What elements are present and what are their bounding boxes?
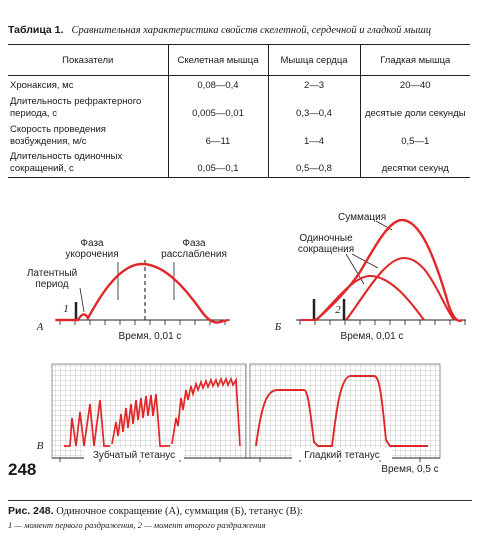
cell-cardiac: 0,5—0,8: [267, 149, 360, 178]
comparison-table: Показатели Скелетная мышца Мышца сердца …: [8, 44, 470, 178]
cell-cardiac: 1—4: [267, 121, 360, 150]
label-stimulus-2: 2: [335, 304, 341, 316]
caption-text: Одиночное сокращение (А), суммация (Б), …: [53, 506, 303, 517]
label-single-2: сокращения: [298, 244, 354, 255]
table-row: Хронаксия, мс 0,08—0,4 2—3 20—40: [8, 75, 470, 94]
label-phase-relaxation-2: расслабления: [161, 248, 227, 260]
page-number: 248: [8, 460, 37, 479]
label-single-1: Одиночные: [299, 233, 353, 244]
cell-skeletal: 0,05—0,1: [167, 149, 268, 178]
panel-a-ticks: [59, 320, 226, 325]
header-smooth: Гладкая мышца: [359, 44, 470, 76]
label-latent-1: Латентный: [27, 268, 77, 279]
panel-b-letter: Б: [274, 321, 282, 333]
label-phase-relaxation-1: Фаза: [182, 238, 206, 249]
label-dentate-tetanus: Зубчатый тетанус: [93, 449, 175, 461]
smooth-tetanus-curve: [255, 375, 428, 447]
panel-b: Суммация Одиночные сокращения 2 Б Время,…: [274, 212, 466, 342]
caption-divider: [8, 500, 472, 501]
latent-pointer: [79, 287, 85, 313]
single-contraction-2-curve: [345, 256, 455, 321]
muscle-contraction-figure: Фаза укорочения Фаза расслабления Латент…: [27, 212, 466, 475]
cell-smooth: 20—40: [359, 75, 470, 94]
label-summation: Суммация: [338, 212, 386, 223]
panel-c: Зубчатый тетанус Гладкий тетанус В Время…: [37, 363, 441, 475]
single-pointer-2: [351, 253, 379, 269]
row-label: Хронаксия, мс: [10, 79, 74, 91]
cell-smooth: 0,5—1: [359, 121, 470, 150]
label-phase-contraction-1: Фаза: [80, 238, 104, 249]
table-number: Таблица 1.: [8, 24, 64, 36]
cell-skeletal: 6—11: [167, 121, 268, 150]
panel-c-letter: В: [37, 440, 44, 452]
panel-b-time-label: Время, 0,01 с: [341, 331, 404, 342]
header-skeletal: Скелетная мышца: [167, 44, 268, 76]
table-title: Сравнительная характеристика свойств ске…: [71, 25, 432, 36]
label-smooth-tetanus: Гладкий тетанус: [304, 450, 380, 461]
table-row: Длительность одиночных сокращений, с 0,05…: [8, 149, 470, 178]
cell-smooth: десятки секунд: [359, 149, 470, 178]
row-label: Скорость проведения возбуждения, м/с: [10, 123, 106, 147]
single-contraction-curve: [56, 262, 229, 324]
cell-skeletal: 0,08—0,4: [167, 75, 268, 94]
panel-b-ticks: [299, 320, 466, 325]
label-phase-contraction-2: укорочения: [65, 249, 118, 260]
panel-a-letter: А: [36, 321, 44, 333]
cell-smooth: десятые доли секунды: [359, 93, 470, 122]
cell-cardiac: 2—3: [267, 75, 360, 94]
label-stimulus-1: 1: [63, 303, 69, 315]
table-caption: Таблица 1. Сравнительная характеристика с…: [8, 24, 472, 36]
row-label: Длительность рефрактерного периода, с: [10, 95, 142, 119]
table-row: Длительность рефрактерного периода, с 0,0…: [8, 93, 470, 122]
smooth-label-bg: [292, 448, 392, 460]
label-latent-2: период: [35, 279, 68, 290]
dentate-tetanus-curve: [111, 393, 170, 447]
table-row: Скорость проведения возбуждения, м/с 6—11…: [8, 121, 470, 150]
table-header-row: Показатели Скелетная мышца Мышца сердца …: [8, 44, 470, 76]
caption-title: Рис. 248.: [8, 505, 54, 517]
header-indicator: Показатели: [8, 44, 168, 76]
caption-note: 1 — момент первого раздражения, 2 — моме…: [8, 520, 266, 530]
header-cardiac: Мышца сердца: [267, 44, 360, 76]
figure-caption: Рис. 248. Одиночное сокращение (А), сумм…: [8, 505, 474, 530]
panel-a: Фаза укорочения Фаза расслабления Латент…: [27, 238, 230, 342]
dentate-label-bg: [84, 448, 184, 460]
panel-c-time-label: Время, 0,5 с: [381, 464, 438, 475]
cell-cardiac: 0,3—0,4: [267, 93, 360, 122]
cell-skeletal: 0,005—0,01: [167, 93, 268, 122]
row-label: Длительность одиночных сокращений, с: [8, 149, 168, 178]
smooth-tetanus-grid: [249, 363, 441, 459]
fused-tetanus-transition-curve: [171, 376, 241, 447]
single-twitches-curve: [64, 399, 110, 447]
summation-curve: [315, 218, 463, 322]
panel-a-time-label: Время, 0,01 с: [119, 331, 182, 342]
